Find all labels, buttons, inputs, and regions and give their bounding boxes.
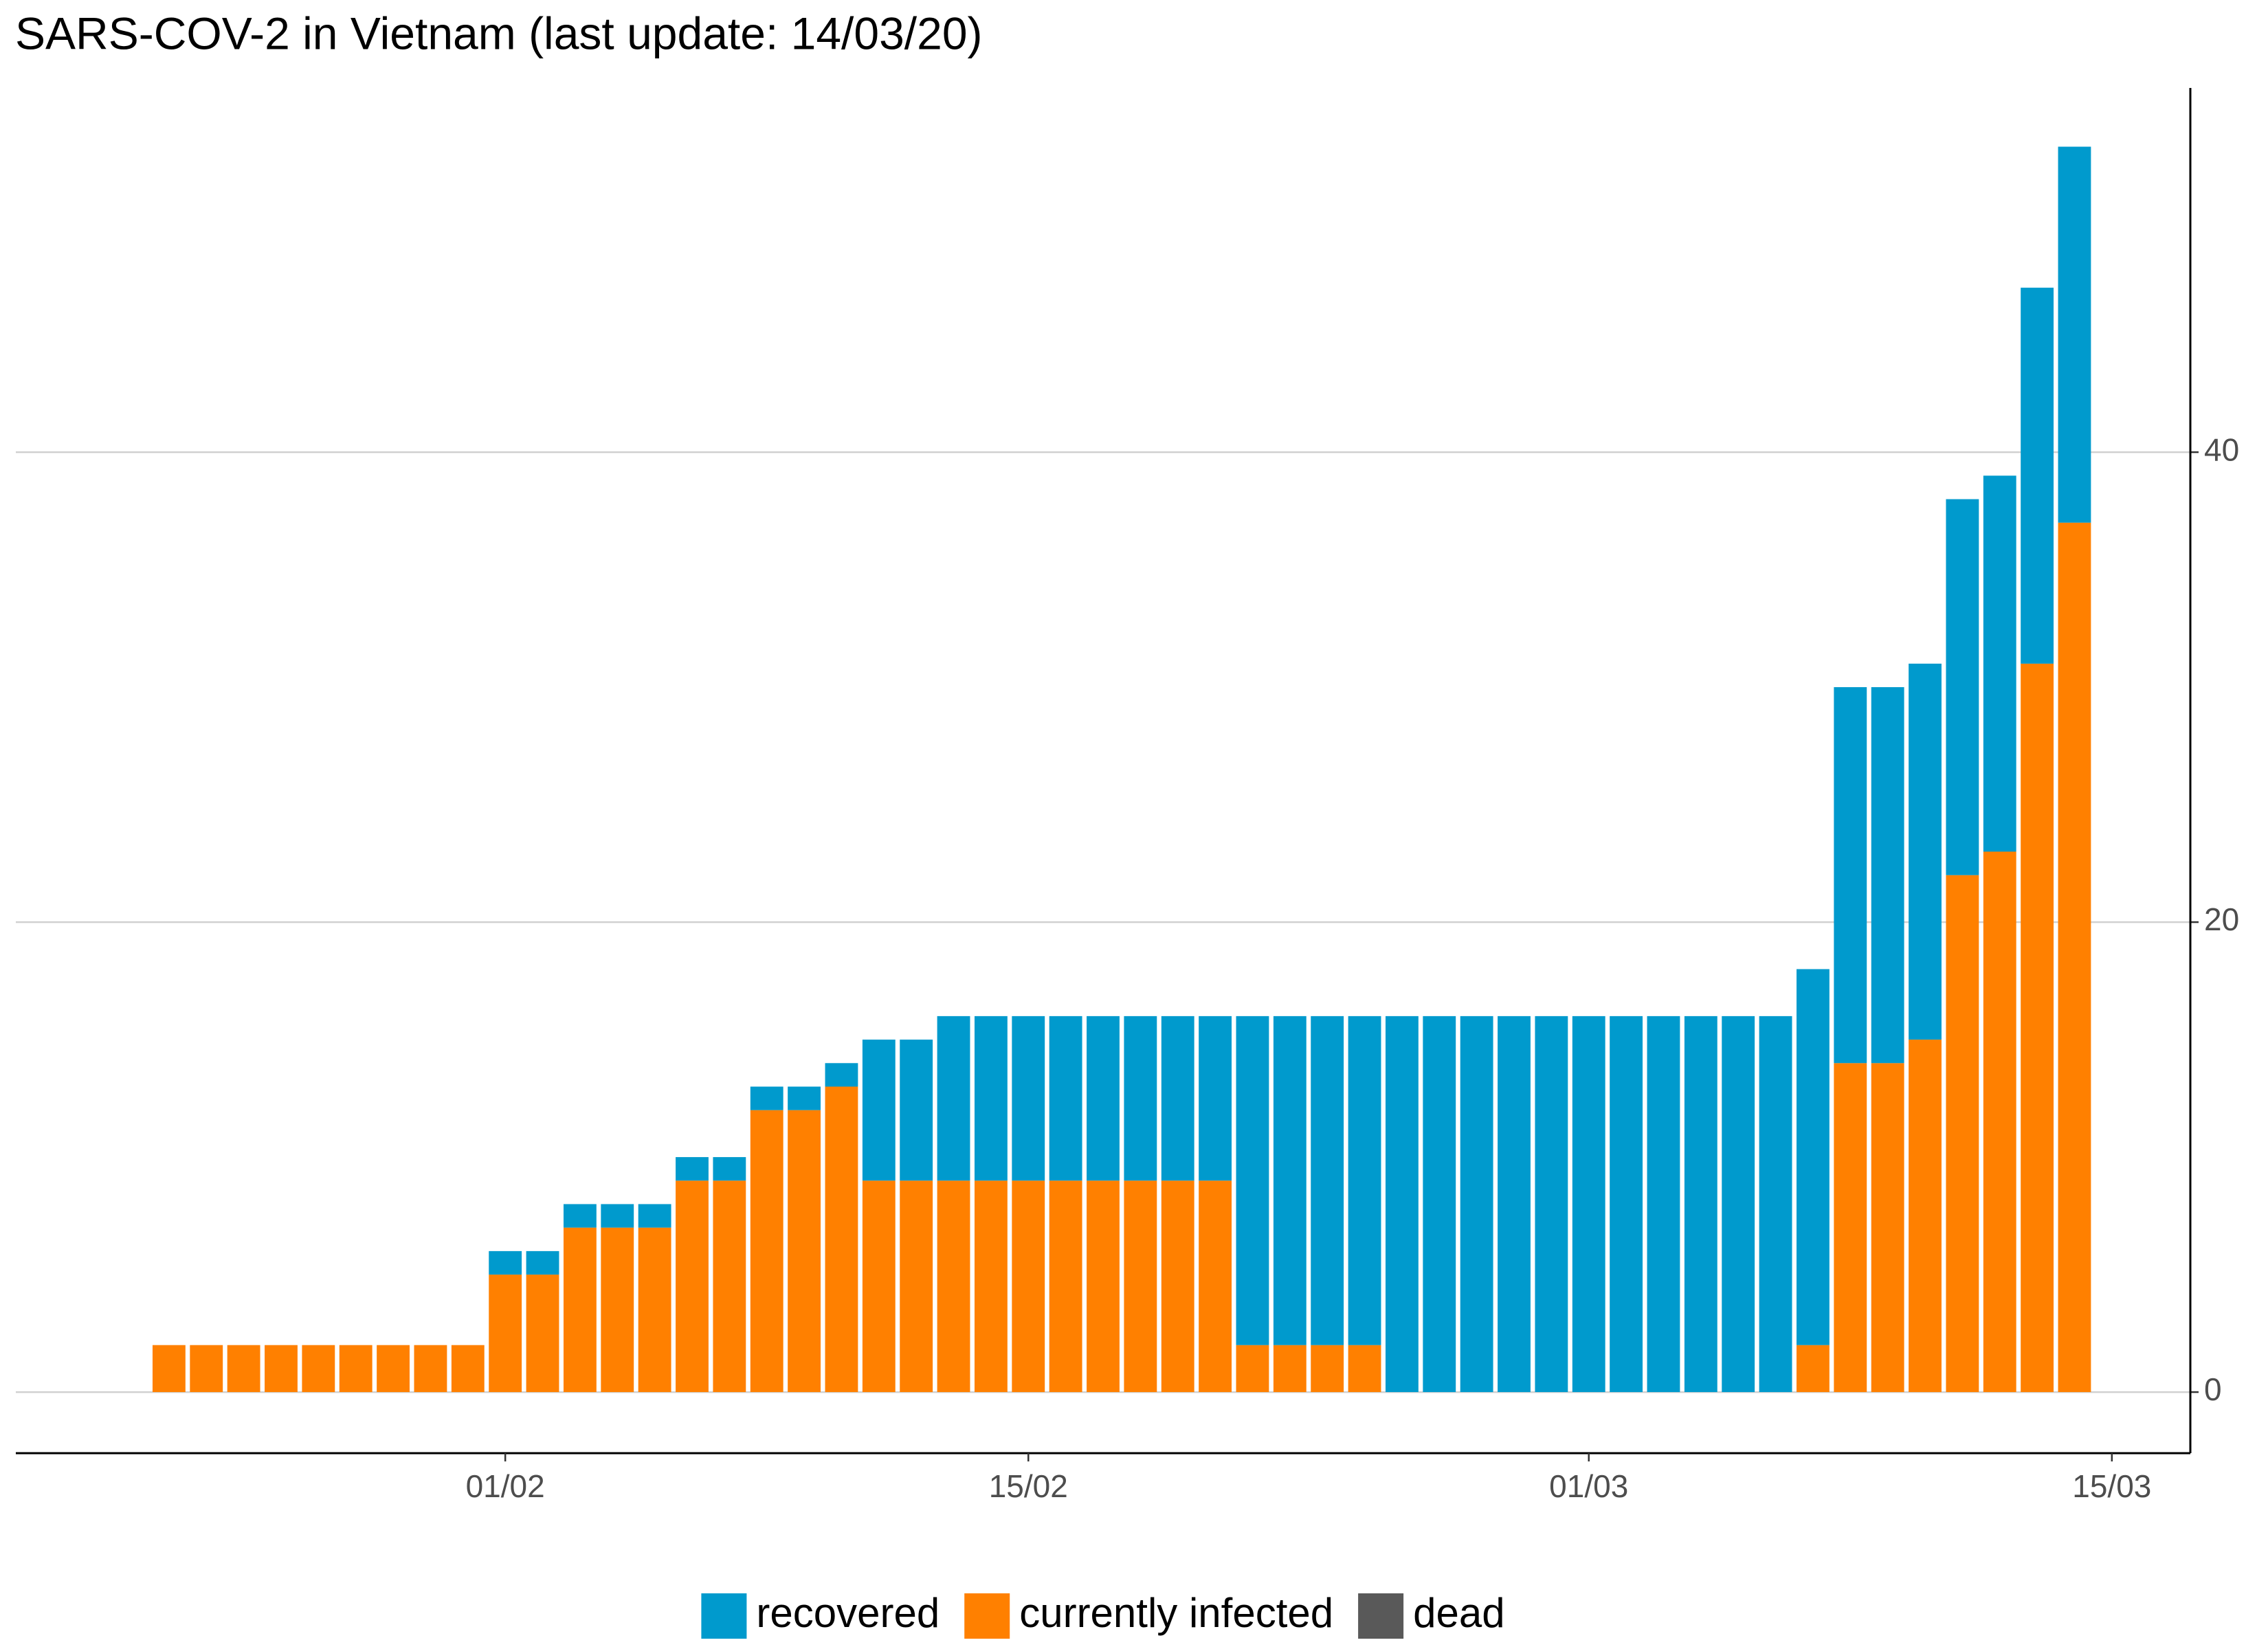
legend-swatch [964,1593,1010,1639]
bar-segment [1311,1016,1344,1345]
bar-segment [563,1227,597,1393]
bar-segment [1012,1016,1045,1181]
bar-segment [1498,1016,1531,1393]
bar-segment [451,1345,485,1393]
bar-segment [1273,1016,1307,1345]
bar-segment [1273,1345,1307,1393]
bar-segment [713,1157,746,1181]
bar-segment [825,1086,858,1393]
y-tick-label: 40 [2204,431,2239,467]
bar-segment [2021,287,2054,664]
bar-segment [1946,499,1979,875]
x-tick-label: 15/02 [989,1468,1068,1504]
bar-segment [489,1250,522,1275]
bar-segment [1161,1016,1194,1181]
bar-segment [900,1180,933,1393]
x-tick-label: 01/03 [1549,1468,1628,1504]
x-tick-label: 15/03 [2072,1468,2151,1504]
bar-segment [937,1180,970,1393]
bar-segment [377,1345,410,1393]
bar-segment [1049,1180,1082,1393]
bar-segment [1759,1016,1792,1393]
y-tick-label: 20 [2204,901,2239,937]
bar-segment [1647,1016,1680,1393]
bar-segment [1087,1016,1120,1181]
bar-segment [1236,1345,1269,1393]
bar-segment [900,1040,933,1181]
legend-label: recovered [756,1590,940,1636]
legend-label: dead [1413,1590,1504,1636]
bar-segment [937,1016,970,1181]
bar-segment [227,1345,260,1393]
bar-segment [974,1016,1008,1181]
chart-title: SARS-COV-2 in Vietnam (last update: 14/0… [15,8,983,58]
bar-segment [1871,687,1904,1064]
bar-segment [1610,1016,1643,1393]
bar-segment [1834,687,1867,1064]
bar-segment [1348,1016,1381,1345]
bar-segment [601,1227,634,1393]
bar-segment [1087,1180,1120,1393]
bar-segment [1311,1345,1344,1393]
bar-segment [1722,1016,1755,1393]
bar-segment [676,1180,709,1393]
bar-segment [750,1110,783,1393]
bar-segment [825,1063,858,1087]
bar-segment [750,1086,783,1110]
bar-segment [489,1275,522,1393]
bar-segment [862,1040,896,1181]
legend-swatch [701,1593,747,1639]
bar-segment [1199,1016,1232,1181]
bar-segment [2058,522,2091,1393]
bar-segment [1012,1180,1045,1393]
bar-segment [1460,1016,1493,1393]
x-tick-label: 01/02 [466,1468,545,1504]
legend-swatch [1358,1593,1404,1639]
bar-segment [638,1227,671,1393]
bar-segment [302,1345,335,1393]
bar-segment [638,1204,671,1228]
bar-segment [1124,1016,1157,1181]
bar-segment [1572,1016,1605,1393]
bar-segment [1983,475,2016,852]
bar-segment [526,1250,559,1275]
bar-segment [1684,1016,1717,1393]
bar-segment [190,1345,223,1393]
bar-segment [862,1180,896,1393]
bar-segment [974,1180,1008,1393]
bar-segment [563,1204,597,1228]
bar-segment [788,1086,821,1110]
bar-segment [1834,1063,1867,1393]
bar-segment [788,1110,821,1393]
bar-segment [1199,1180,1232,1393]
bar-segment [1236,1016,1269,1345]
bar-segment [1871,1063,1904,1393]
bar-segment [2058,146,2091,523]
bar-segment [1385,1016,1419,1393]
legend-label: currently infected [1019,1590,1333,1636]
bar-segment [1535,1016,1568,1393]
bar-segment [713,1180,746,1393]
bar-segment [1124,1180,1157,1393]
bar-segment [601,1204,634,1228]
bar-segment [1797,1345,1830,1393]
bar-segment [1946,875,1979,1393]
bar-segment [2021,663,2054,1393]
bar-segment [1909,1040,1942,1393]
bar-segment [339,1345,373,1393]
bar-segment [1161,1180,1194,1393]
bar-segment [1797,969,1830,1345]
bar-segment [1348,1345,1381,1393]
bar-segment [1983,851,2016,1393]
bar-segment [1909,663,1942,1040]
bar-segment [526,1275,559,1393]
bar-segment [265,1345,298,1393]
bar-segment [1423,1016,1456,1393]
bar-segment [152,1345,186,1393]
bar-segment [1049,1016,1082,1181]
y-tick-label: 0 [2204,1371,2222,1407]
bar-segment [676,1157,709,1181]
bar-segment [414,1345,447,1393]
